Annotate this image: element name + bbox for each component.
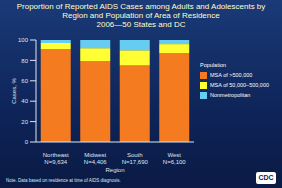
svg-text:0: 0 <box>25 139 29 145</box>
svg-text:20: 20 <box>21 119 28 125</box>
svg-text:40: 40 <box>21 98 28 104</box>
svg-text:Cases, %: Cases, % <box>11 78 17 104</box>
svg-text:Region: Region <box>105 167 124 173</box>
svg-text:100: 100 <box>18 37 29 43</box>
svg-text:MidwestN=4,406: MidwestN=4,406 <box>84 152 108 165</box>
html-text:MSA of >500,000: MSA of >500,000 <box>210 72 253 78</box>
svg-text:60: 60 <box>21 78 28 84</box>
html-text:Population: Population <box>200 62 226 68</box>
svg-text:NortheastN=9,634: NortheastN=9,634 <box>43 152 69 165</box>
html-text:Nonmetropolitan: Nonmetropolitan <box>210 92 251 98</box>
html-text:MSA of 50,000–500,000: MSA of 50,000–500,000 <box>210 82 269 88</box>
svg-text:80: 80 <box>21 58 28 64</box>
html-text:Proportion of Reported AIDS Ca: Proportion of Reported AIDS Cases among … <box>16 2 266 20</box>
html-text:2006—50 States and DC: 2006—50 States and DC <box>96 20 186 29</box>
html-text:CDC: CDC <box>258 174 274 181</box>
html-text:Note. Data based on residence: Note. Data based on residence at time of… <box>6 178 121 183</box>
svg-text:SouthN=17,690: SouthN=17,690 <box>122 152 149 165</box>
svg-text:WestN=6,100: WestN=6,100 <box>163 152 187 165</box>
